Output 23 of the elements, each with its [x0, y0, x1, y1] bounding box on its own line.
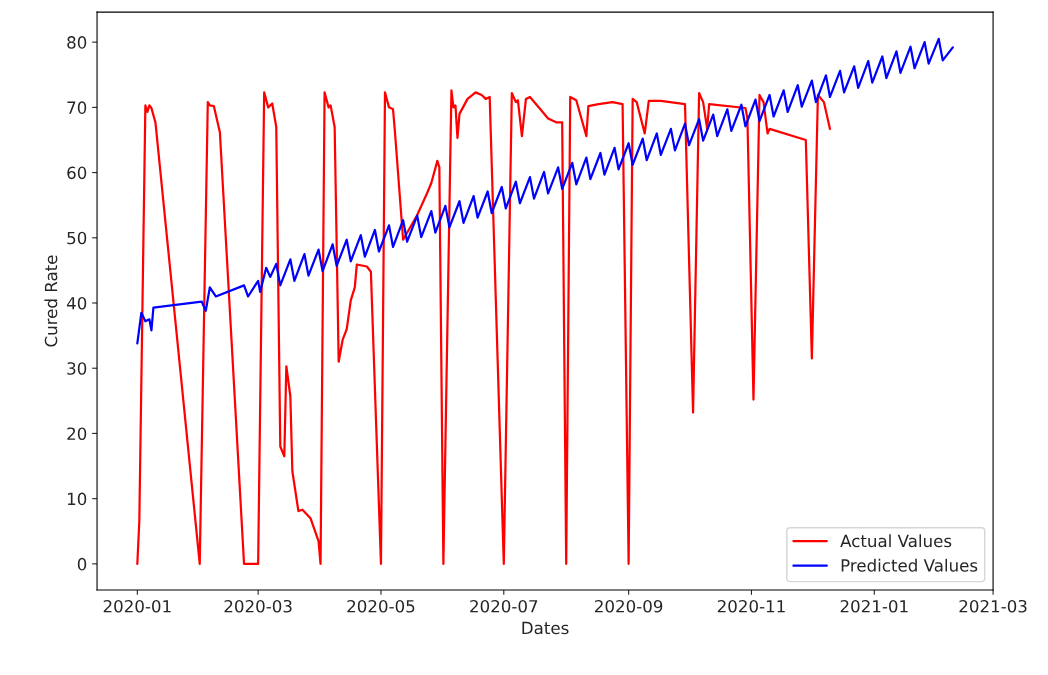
- y-tick-label: 0: [77, 557, 87, 571]
- y-tick-label: 20: [67, 427, 87, 440]
- legend-label: Predicted Values: [841, 558, 978, 572]
- y-tick-label: 70: [67, 101, 87, 114]
- x-tick-label: 2020-03: [224, 599, 292, 613]
- line-series: [136, 89, 832, 565]
- y-tick-label: 40: [66, 296, 87, 310]
- y-tick-label: 10: [67, 492, 87, 506]
- x-tick-label: 2020-09: [595, 599, 663, 613]
- line-series: [136, 37, 954, 345]
- x-axis-title: Dates: [522, 621, 569, 635]
- y-axis-title: Cured Rate: [44, 255, 58, 347]
- legend-label: Actual Values: [840, 534, 952, 548]
- x-tick-label: 2021-01: [840, 599, 908, 613]
- x-tick-label: 2020-11: [717, 599, 785, 613]
- y-tick-label: 50: [67, 231, 87, 245]
- y-tick-label: 80: [67, 36, 87, 49]
- x-tick-label: 2020-01: [103, 599, 171, 613]
- x-tick-label: 2020-05: [347, 599, 415, 613]
- y-tick-label: 30: [67, 362, 87, 375]
- y-tick-label: 60: [67, 166, 87, 180]
- x-tick-label: 2020-07: [470, 599, 538, 613]
- x-tick-label: 2021-03: [959, 599, 1027, 613]
